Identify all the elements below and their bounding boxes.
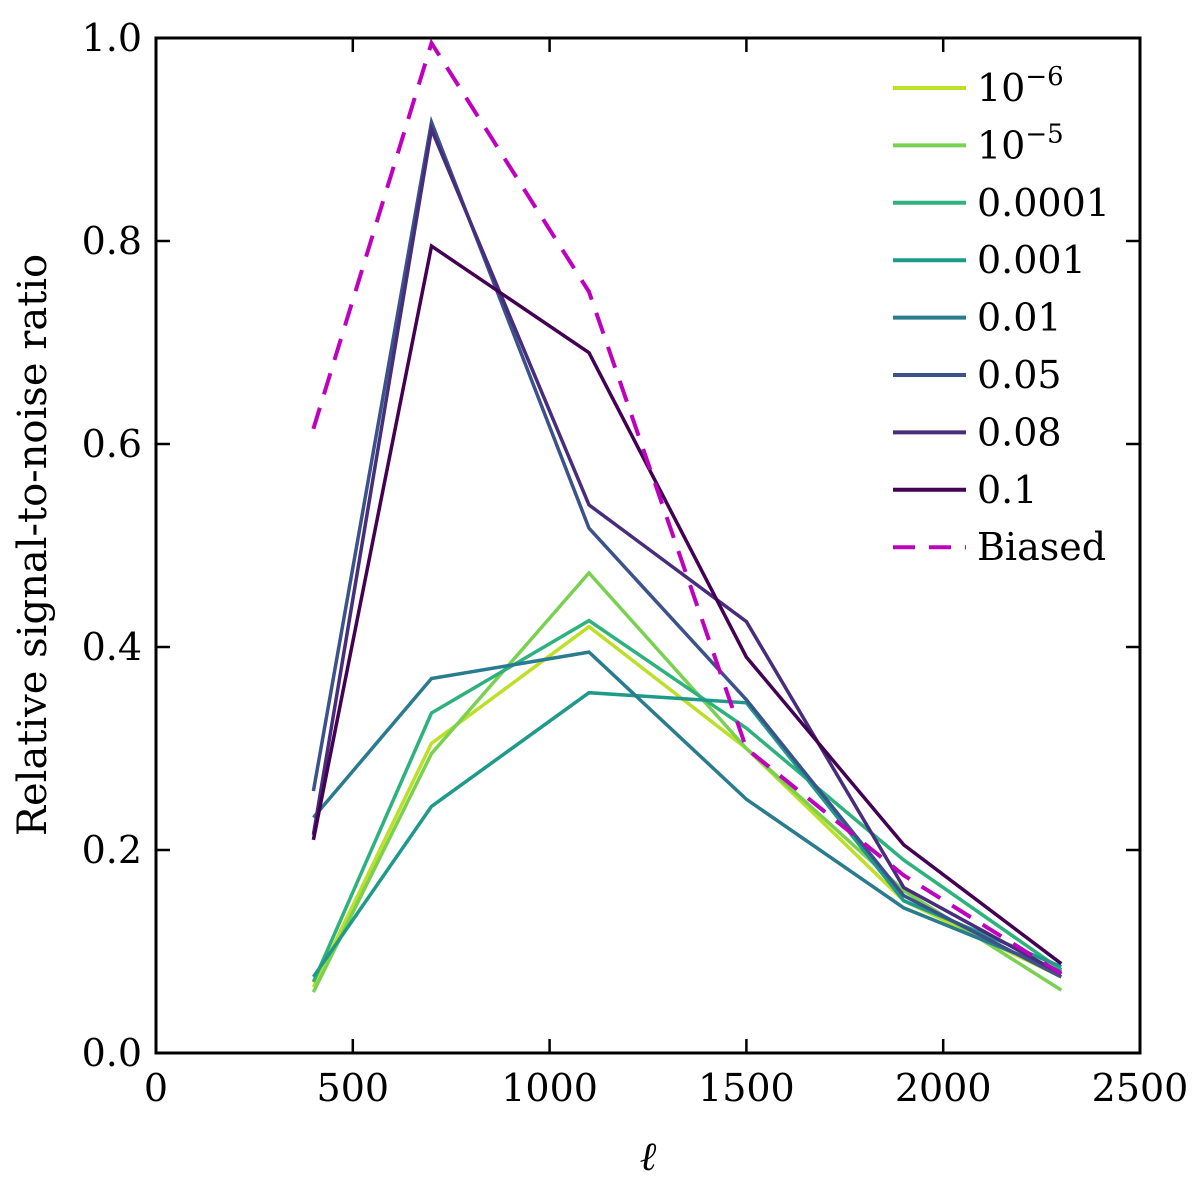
legend-label-5: 0.05: [977, 353, 1062, 397]
legend-label-8: Biased: [977, 525, 1106, 569]
plot-lines: [311, 38, 1063, 993]
x-tick-label-4: 2000: [895, 1066, 992, 1110]
x-tick-label-5: 2500: [1092, 1066, 1189, 1110]
legend-label-3: 0.001: [977, 238, 1086, 282]
series-line-1: [311, 570, 1063, 993]
legend-label-1: 10−5: [977, 119, 1064, 167]
series-line-2: [311, 618, 1063, 983]
x-tick-label-3: 1500: [698, 1066, 795, 1110]
series-line-8: [311, 38, 1063, 976]
series-line-3: [311, 690, 1062, 978]
y-tick-label-4: 0.8: [82, 219, 142, 263]
x-axis-label: ℓ: [640, 1134, 657, 1180]
x-tick-label-2: 1000: [501, 1066, 598, 1110]
legend-label-4: 0.01: [977, 296, 1062, 340]
series-line-7: [311, 243, 1063, 966]
x-tick-label-0: 0: [144, 1066, 168, 1110]
y-tick-label-3: 0.6: [82, 422, 142, 466]
series-line-5: [311, 115, 1063, 979]
y-tick-label-1: 0.2: [82, 828, 142, 872]
y-tick-label-2: 0.4: [82, 625, 142, 669]
y-tick-label-0: 0.0: [82, 1031, 142, 1075]
axes-frame: [154, 36, 1142, 1055]
ticks: [154, 36, 1142, 1055]
series-line-6: [311, 123, 1063, 976]
legend: 10−6 10−5 0.0001 0.001 0.01 0.05 0.08 0.1 Biased: [893, 62, 1110, 569]
series-line-4: [312, 650, 1062, 974]
legend-label-0: 10−6: [977, 62, 1064, 110]
y-axis-label: Relative signal-to-noise ratio: [10, 254, 56, 836]
legend-label-6: 0.08: [977, 410, 1062, 454]
tick-labels: 0 500 1000 1500 2000 2500 0.0 0.2 0.4 0.6 0.8 1.0: [82, 16, 1189, 1110]
legend-label-7: 0.1: [977, 468, 1037, 512]
y-tick-label-5: 1.0: [82, 16, 142, 60]
x-tick-label-1: 500: [317, 1066, 390, 1110]
legend-label-2: 0.0001: [977, 181, 1110, 225]
